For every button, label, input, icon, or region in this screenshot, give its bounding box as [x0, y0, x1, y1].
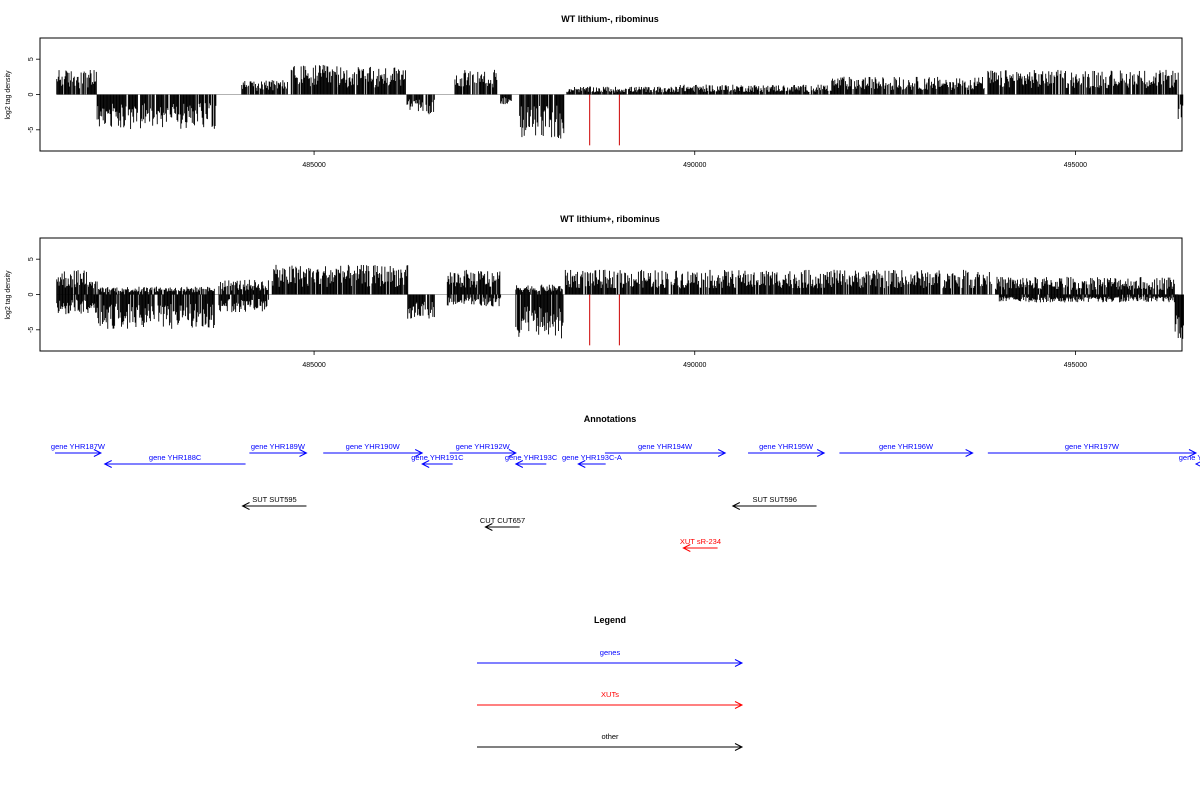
- x-tick-label: 490000: [683, 162, 706, 169]
- annotation-feature: gene YHR189W: [249, 442, 308, 457]
- y-tick-label: -5: [28, 327, 35, 333]
- arrow-head: [508, 449, 517, 457]
- arrow-head: [734, 659, 744, 667]
- arrow-head: [484, 523, 493, 531]
- y-axis: -5 0 5: [28, 257, 40, 333]
- y-tick-label: 5: [28, 57, 35, 61]
- feature-label: gene YHR197W: [1065, 442, 1120, 451]
- legend-title: Legend: [594, 615, 626, 625]
- arrow-head: [241, 502, 250, 510]
- annotation-feature: gene YHR188C: [103, 453, 246, 468]
- arrow-head: [731, 502, 741, 510]
- y-tick-label: -5: [28, 127, 35, 133]
- annotation-feature: SUT SUT595: [241, 495, 307, 510]
- arrow-head: [1194, 461, 1200, 467]
- feature-label: gene YHR187W: [51, 442, 106, 451]
- arrow-head: [93, 449, 103, 457]
- arrow-head: [414, 449, 424, 457]
- annotation-feature: gene YHR187W: [51, 442, 106, 457]
- legend-label: genes: [600, 648, 621, 657]
- feature-label: gene YHR194W: [638, 442, 693, 451]
- legend-item: genes: [477, 648, 744, 667]
- arrow-head: [577, 460, 586, 468]
- arrow-head: [682, 544, 691, 552]
- annotation-feature: XUT sR-234: [680, 537, 721, 552]
- track-title: WT lithium+, ribominus: [560, 214, 660, 224]
- annotation-feature: gene YHR: [1179, 453, 1200, 467]
- track-panel-lithium-minus: WT lithium-, ribominus -5 0 5 485000 490000…: [5, 14, 1184, 169]
- feature-label: CUT CUT657: [480, 516, 525, 525]
- signal-bars: [56, 264, 1184, 346]
- feature-label: gene YHR193C-A: [562, 453, 622, 462]
- y-tick-label: 0: [28, 292, 35, 296]
- arrow-head: [421, 460, 430, 468]
- arrow-head: [514, 460, 524, 468]
- arrow-head: [717, 449, 727, 457]
- legend: Legend genes XUTs other: [477, 615, 744, 751]
- y-axis: -5 0 5: [28, 57, 40, 133]
- feature-label: gene YHR195W: [759, 442, 814, 451]
- legend-label: XUTs: [601, 690, 619, 699]
- y-tick-label: 5: [28, 257, 35, 261]
- legend-items: genes XUTs other: [477, 648, 744, 751]
- arrow-head: [1188, 449, 1198, 457]
- x-tick-label: 495000: [1064, 362, 1087, 369]
- track-title: WT lithium-, ribominus: [561, 14, 659, 24]
- x-axis: 485000 490000 495000: [302, 351, 1087, 369]
- feature-label: gene YHR196W: [879, 442, 934, 451]
- y-axis-label: log2 tag density: [5, 70, 12, 120]
- feature-label: gene YHR191C: [411, 453, 464, 462]
- annotation-feature: gene YHR192W: [449, 442, 517, 457]
- feature-label: SUT SUT595: [252, 495, 296, 504]
- y-tick-label: 0: [28, 92, 35, 96]
- annotation-feature: gene YHR196W: [839, 442, 974, 457]
- signal-bars: [56, 64, 1184, 146]
- annotation-feature: gene YHR193C-A: [562, 453, 622, 468]
- annotation-feature: SUT SUT596: [731, 495, 817, 510]
- arrow-head: [734, 701, 744, 709]
- legend-item: XUTs: [477, 690, 744, 709]
- annotation-feature: gene YHR195W: [748, 442, 826, 457]
- track-panel-lithium-plus: WT lithium+, ribominus -5 0 5 485000 490000…: [5, 214, 1184, 369]
- annotation-feature: gene YHR197W: [987, 442, 1198, 457]
- x-tick-label: 495000: [1064, 162, 1087, 169]
- x-axis: 485000 490000 495000: [302, 151, 1087, 169]
- feature-label: gene YHR193C: [505, 453, 558, 462]
- feature-label: gene YHR190W: [346, 442, 401, 451]
- feature-label: SUT SUT596: [752, 495, 796, 504]
- annotation-features: gene YHR187W gene YHR188C gene YHR189W gene…: [51, 442, 1200, 552]
- feature-label: gene YHR: [1179, 453, 1200, 462]
- legend-item: other: [477, 732, 744, 751]
- annotation-feature: CUT CUT657: [480, 516, 525, 531]
- feature-label: gene YHR188C: [149, 453, 202, 462]
- annotation-feature: gene YHR190W: [323, 442, 424, 457]
- arrow-head: [734, 743, 744, 751]
- annotation-feature: gene YHR194W: [604, 442, 727, 457]
- y-axis-label: log2 tag density: [5, 270, 12, 320]
- legend-label: other: [601, 732, 619, 741]
- feature-label: gene YHR192W: [456, 442, 511, 451]
- arrow-head: [103, 460, 112, 468]
- annotation-feature: gene YHR191C: [411, 453, 464, 468]
- annotation-feature: gene YHR193C: [505, 453, 558, 468]
- feature-label: gene YHR189W: [251, 442, 306, 451]
- x-tick-label: 485000: [302, 362, 325, 369]
- annotations-title: Annotations: [584, 414, 637, 424]
- arrow-head: [965, 449, 974, 457]
- x-tick-label: 490000: [683, 362, 706, 369]
- feature-label: XUT sR-234: [680, 537, 721, 546]
- arrow-head: [299, 449, 308, 457]
- x-tick-label: 485000: [302, 162, 325, 169]
- arrow-head: [816, 449, 826, 457]
